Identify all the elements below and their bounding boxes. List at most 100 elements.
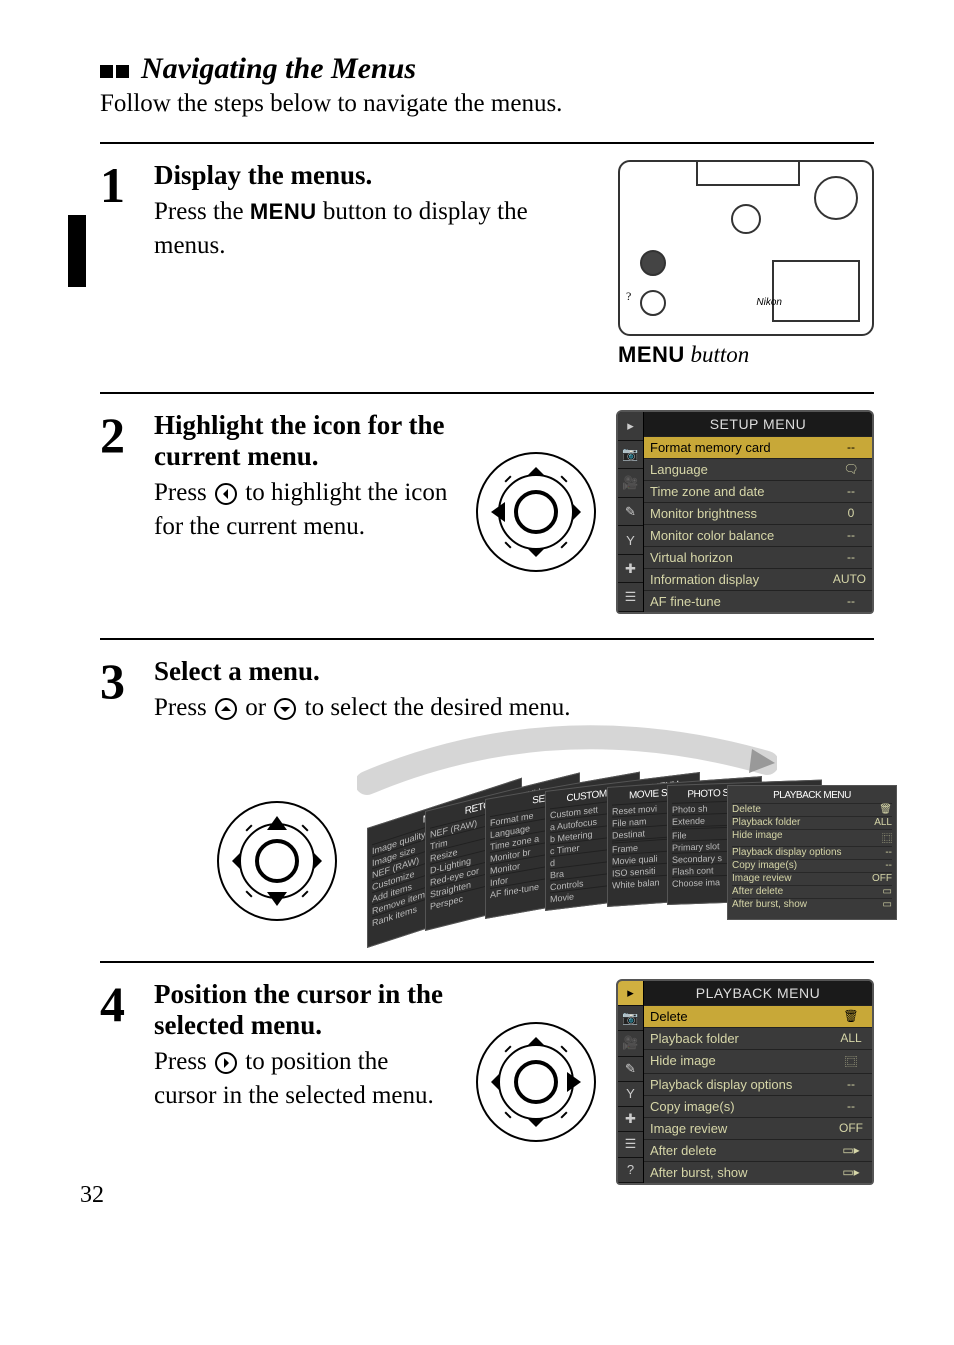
lcd-row: Playback folder ALL	[644, 1027, 872, 1049]
camera-illustration: Nikon ?	[618, 160, 874, 336]
lcd-row: Image review OFF	[644, 1117, 872, 1139]
lcd-row-label: AF fine-tune	[650, 594, 721, 609]
lcd-tab-icon: ▸	[618, 981, 643, 1006]
lcd-row: After burst, show ▭▸	[644, 1161, 872, 1183]
lcd-row-value: --	[836, 594, 866, 609]
lcd-tab-icon: ✎	[618, 1057, 643, 1082]
lcd-row: After delete ▭▸	[644, 1139, 872, 1161]
lcd-row: Monitor color balance --	[644, 524, 872, 546]
lcd-row-value: ▭▸	[836, 1143, 866, 1158]
step-1: 1 Display the menus. Press the MENU butt…	[100, 144, 874, 392]
lcd-tab-icon: Y	[618, 526, 643, 555]
lcd-row-label: Information display	[650, 572, 759, 587]
lcd-row-value: 🗑	[836, 1009, 866, 1024]
lcd-tab-icon: ☰	[618, 1132, 643, 1157]
lcd-row-value: --	[836, 1099, 866, 1114]
step-text: Press to highlight the icon for the curr…	[154, 476, 456, 544]
dpad-left-icon	[215, 483, 237, 505]
dpad-up-icon	[215, 698, 237, 720]
lcd-row: Time zone and date --	[644, 480, 872, 502]
bullet-squares	[100, 65, 129, 78]
lcd-row-value: 0	[836, 506, 866, 521]
lcd-row-label: Language	[650, 462, 708, 477]
lcd-row-value: --	[836, 528, 866, 543]
lcd-row-value: ▭▸	[836, 1165, 866, 1180]
lcd-row-value: --	[836, 440, 866, 455]
dpad-down-icon	[274, 698, 296, 720]
menu-fan-illustration: MY MENUImage qualityImage sizeNEF (RAW)C…	[167, 733, 807, 933]
step-number: 1	[100, 160, 140, 210]
step-2: 2 Highlight the icon for the current men…	[100, 394, 874, 638]
step-number: 3	[100, 656, 140, 725]
lcd-row-value: OFF	[836, 1121, 866, 1136]
page-edge-tab	[68, 215, 86, 287]
lcd-row-value: ⿴	[836, 1053, 866, 1070]
page-number: 32	[80, 1182, 104, 1209]
lcd-tab-icon: 📷	[618, 441, 643, 470]
dpad-right-icon	[215, 1052, 237, 1074]
lcd-row: Language 🗨	[644, 458, 872, 480]
lcd-row-value: 🗨	[836, 462, 866, 477]
lcd-tab-icon: ?	[618, 1158, 643, 1183]
lcd-tab-icon: 🎥	[618, 469, 643, 498]
lcd-row-label: Time zone and date	[650, 484, 764, 499]
lcd-row: Virtual horizon --	[644, 546, 872, 568]
lcd-row: Copy image(s) --	[644, 1095, 872, 1117]
step-title: Display the menus.	[154, 160, 604, 191]
lcd-title: PLAYBACK MENU	[644, 981, 872, 1005]
playback-menu-screen: ▸📷🎥✎Y✚☰? PLAYBACK MENU Delete🗑Playback f…	[616, 979, 874, 1185]
lcd-row-value: ALL	[836, 1031, 866, 1046]
menu-button-icon	[640, 250, 666, 276]
lcd-row: Hide image ⿴	[644, 1049, 872, 1073]
section-title: Navigating the Menus	[141, 52, 416, 86]
intro-text: Follow the steps below to navigate the m…	[100, 90, 874, 118]
lcd-title: SETUP MENU	[644, 412, 872, 436]
lcd-row-label: After burst, show	[650, 1165, 748, 1180]
lcd-tab-icon: ▸	[618, 412, 643, 441]
lcd-row-value: --	[836, 484, 866, 499]
step-text: Press or to select the desired menu.	[154, 691, 874, 725]
menu-button-caption: MENU button	[618, 342, 749, 368]
lcd-row: Information display AUTO	[644, 568, 872, 590]
lcd-row-label: Virtual horizon	[650, 550, 733, 565]
step-title: Select a menu.	[154, 656, 874, 687]
step-number: 2	[100, 410, 140, 460]
lcd-tab-icon: 🎥	[618, 1031, 643, 1056]
lcd-row-label: Playback folder	[650, 1031, 739, 1046]
lcd-row: Monitor brightness 0	[644, 502, 872, 524]
setup-menu-screen: ▸📷🎥✎Y✚☰ SETUP MENU Format memory card -- L…	[616, 410, 874, 614]
multi-selector-illustration	[476, 1022, 596, 1142]
lcd-row-value: AUTO	[833, 572, 866, 587]
step-text: Press the MENU button to display the men…	[154, 195, 604, 263]
step-text: Press to position the cursor in the sele…	[154, 1045, 456, 1113]
lcd-row: Format memory card --	[644, 436, 872, 458]
lcd-row-value: --	[836, 1077, 866, 1092]
fan-menu-card: PLAYBACK MENUDelete🗑Playback folderALLHi…	[727, 785, 897, 920]
step-number: 4	[100, 979, 140, 1029]
lcd-row-label: Playback display options	[650, 1077, 792, 1092]
camera-brand-label: Nikon	[756, 297, 782, 308]
step-3: 3 Select a menu. Press or to select the …	[100, 640, 874, 961]
lcd-row-label: Image review	[650, 1121, 727, 1136]
lcd-row: Playback display options --	[644, 1073, 872, 1095]
lcd-row: Delete🗑	[644, 1005, 872, 1027]
lcd-row-label: Monitor color balance	[650, 528, 774, 543]
lcd-tab-icon: ☰	[618, 583, 643, 612]
lcd-row-label: Monitor brightness	[650, 506, 757, 521]
lcd-tab-icon: ✎	[618, 498, 643, 527]
multi-selector-illustration	[476, 452, 596, 572]
step-title: Highlight the icon for the current menu.	[154, 410, 456, 472]
lcd-row-label: Format memory card	[650, 440, 771, 455]
section-header: Navigating the Menus	[100, 52, 874, 86]
lcd-tab-icon: Y	[618, 1082, 643, 1107]
step-title: Position the cursor in the selected menu…	[154, 979, 456, 1041]
lcd-tab-icon: ✚	[618, 1107, 643, 1132]
lcd-row-label: After delete	[650, 1143, 717, 1158]
step-4: 4 Position the cursor in the selected me…	[100, 963, 874, 1209]
lcd-row-label: Hide image	[650, 1053, 716, 1070]
lcd-tab-icon: ✚	[618, 555, 643, 584]
lcd-row: AF fine-tune --	[644, 590, 872, 612]
lcd-row-label: Copy image(s)	[650, 1099, 735, 1114]
lcd-tab-icon: 📷	[618, 1006, 643, 1031]
lcd-row-value: --	[836, 550, 866, 565]
